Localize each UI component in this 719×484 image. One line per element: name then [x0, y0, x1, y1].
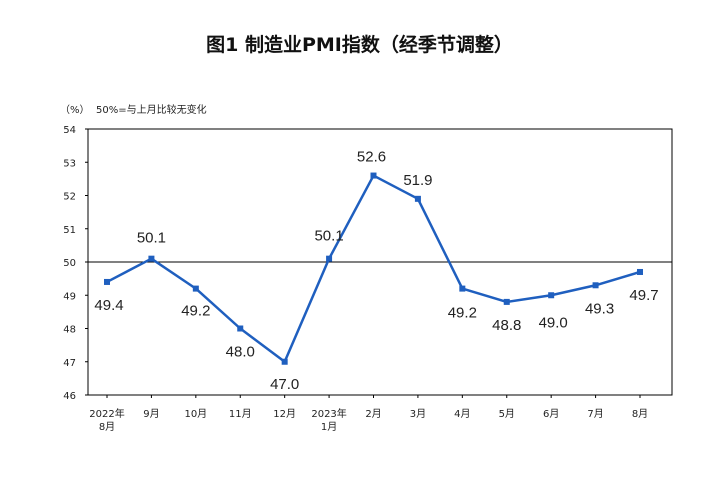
x-tick-label: 7月 [587, 408, 603, 420]
data-label: 49.7 [629, 287, 658, 304]
x-tick-label: 10月 [184, 408, 207, 420]
data-point [637, 268, 643, 275]
baseline-note: 50%=与上月比较无变化 [96, 105, 207, 116]
data-point [459, 285, 466, 292]
y-tick-label: 54 [63, 125, 76, 136]
x-tick-label: 5月 [499, 408, 515, 420]
data-label: 49.0 [539, 314, 568, 331]
x-tick-label: 3月 [410, 408, 426, 420]
y-tick-label: 51 [63, 225, 76, 236]
data-label: 49.4 [94, 297, 123, 314]
data-label: 50.1 [314, 228, 343, 245]
data-point [192, 285, 199, 292]
data-label: 49.3 [585, 300, 614, 317]
chart-title: 图1 制造业PMI指数（经季节调整） [206, 34, 513, 56]
x-tick-label: 6月 [543, 408, 559, 420]
data-label: 48.0 [226, 344, 255, 361]
y-tick-label: 49 [63, 291, 76, 302]
x-tick-label: 12月 [273, 408, 296, 420]
x-tick-label: 9月 [143, 408, 159, 420]
data-point [148, 255, 155, 262]
y-tick-label: 52 [63, 192, 76, 203]
x-tick-label: 11月 [229, 408, 252, 420]
y-tick-label: 48 [63, 325, 76, 336]
data-point [503, 298, 510, 305]
data-point [548, 292, 555, 299]
data-point [281, 358, 288, 365]
data-point [370, 172, 377, 179]
x-tick-label: 2022年 [89, 407, 124, 420]
data-point [592, 282, 599, 289]
y-tick-label: 50 [63, 258, 76, 269]
data-label: 50.1 [137, 230, 166, 247]
x-tick-label: 8月 [632, 408, 648, 420]
data-point [237, 325, 244, 332]
y-unit-label: （%） [60, 105, 90, 116]
data-point [326, 255, 333, 262]
data-label: 52.6 [357, 149, 386, 166]
y-tick-label: 53 [63, 158, 76, 169]
series-line [106, 174, 641, 363]
data-label: 48.8 [492, 317, 521, 334]
y-tick-label: 47 [63, 358, 76, 369]
data-label: 47.0 [270, 376, 299, 393]
data-label: 51.9 [403, 172, 432, 189]
data-label: 49.2 [181, 303, 210, 320]
data-point [414, 195, 421, 202]
x-tick-label: 8月 [99, 421, 115, 433]
x-tick-label: 2023年 [311, 407, 346, 420]
x-tick-label: 2月 [365, 408, 381, 420]
x-tick-label: 4月 [454, 408, 470, 420]
x-tick-label: 1月 [321, 421, 337, 433]
data-label: 49.2 [448, 305, 477, 322]
data-point [104, 278, 110, 285]
y-tick-label: 46 [63, 391, 76, 402]
